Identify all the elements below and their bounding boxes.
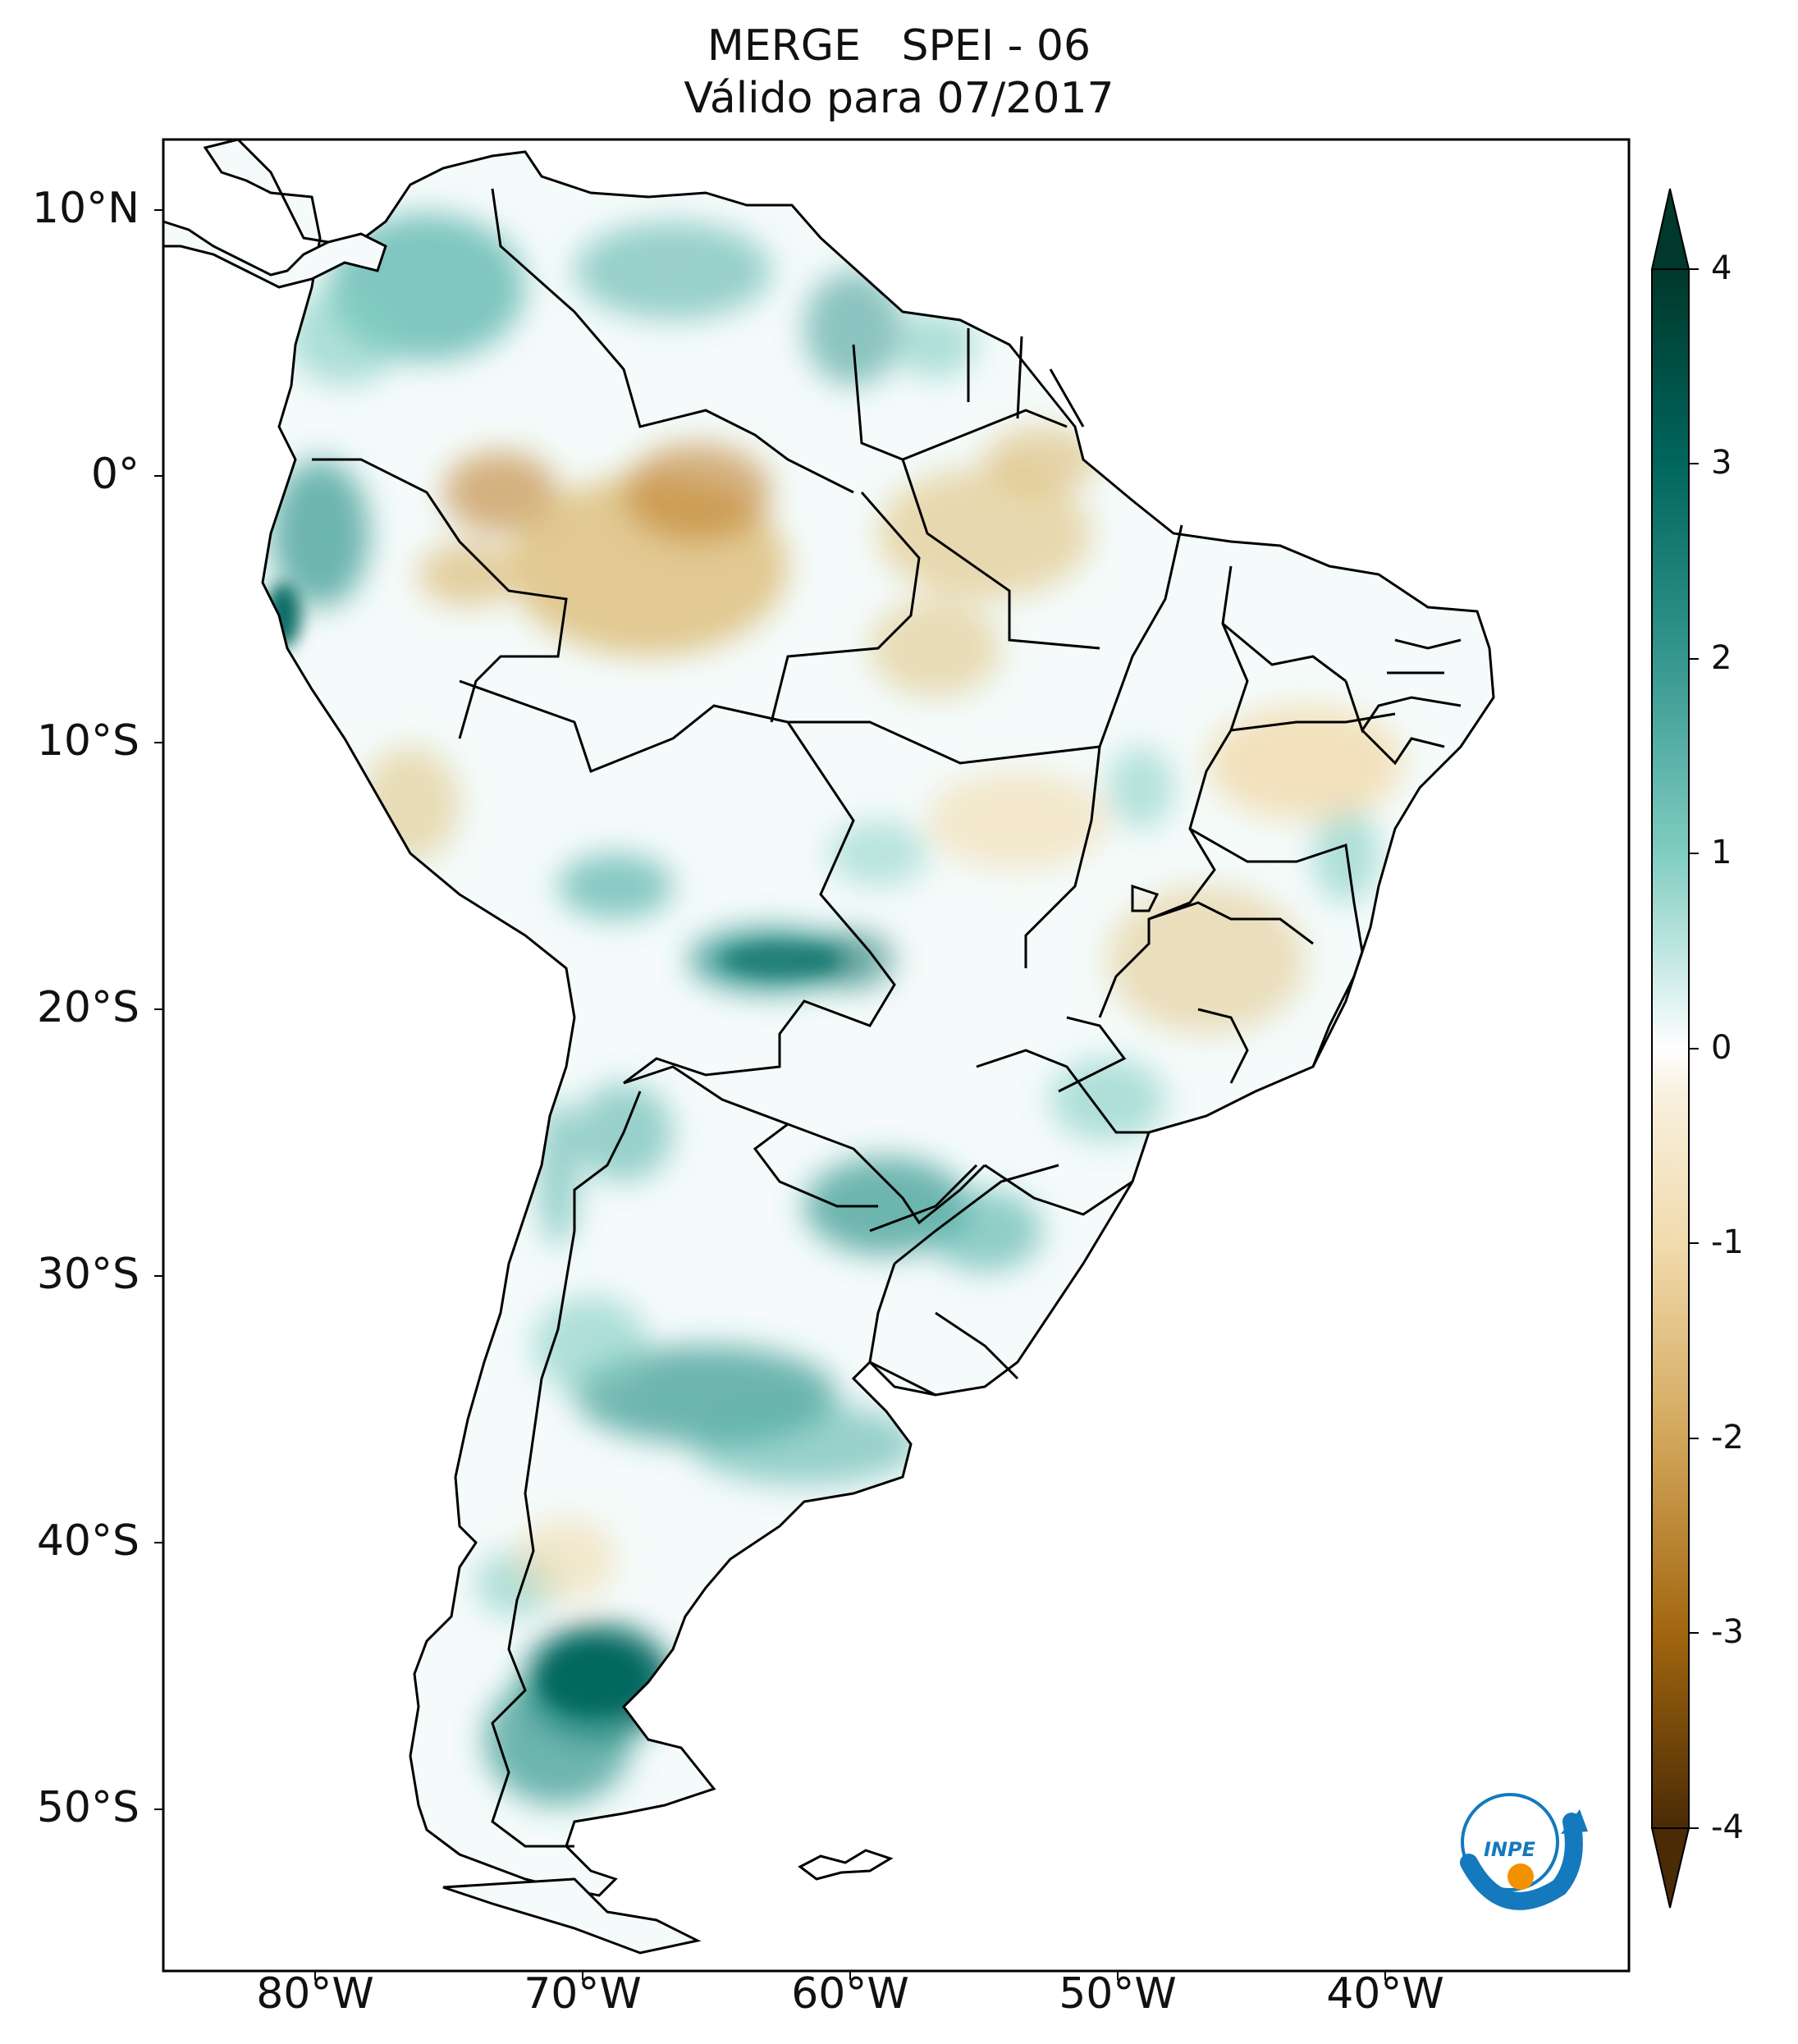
colorbar-tick-minus3: -3 xyxy=(1711,1613,1744,1651)
map-title: MERGE SPEI - 06 xyxy=(707,21,1091,71)
lat-label-50s: 50°S xyxy=(36,1783,140,1832)
lat-label-10s: 10°S xyxy=(36,716,140,766)
lon-label-80w: 80°W xyxy=(256,1969,374,2019)
inpe-logo-text: INPE xyxy=(1484,1838,1536,1861)
colorbar-lower-extend xyxy=(1650,1827,1690,1909)
central-america xyxy=(162,219,387,289)
country-borders xyxy=(312,188,1462,1848)
axis-ticks xyxy=(154,209,1386,1980)
lon-label-70w: 70°W xyxy=(524,1969,642,2019)
lat-label-0: 0° xyxy=(90,450,140,499)
lon-label-40w: 40°W xyxy=(1326,1969,1444,2019)
lon-label-50w: 50°W xyxy=(1059,1969,1177,2019)
colorbar-tick-0: 0 xyxy=(1711,1029,1732,1067)
colorbar-tick-2: 2 xyxy=(1711,639,1732,677)
inpe-logo-dot xyxy=(1507,1863,1534,1890)
lat-label-10n: 10°N xyxy=(31,184,140,233)
colorbar-tick-minus4: -4 xyxy=(1711,1809,1744,1846)
colorbar-tick-4: 4 xyxy=(1711,249,1732,287)
colorbar-tick-minus1: -1 xyxy=(1711,1223,1744,1261)
colorbar-tick-3: 3 xyxy=(1711,444,1732,482)
colorbar xyxy=(1650,188,1699,1909)
inpe-logo: INPE xyxy=(1460,1793,1588,1910)
tierra-del-fuego xyxy=(442,1877,702,1955)
lat-label-30s: 30°S xyxy=(36,1250,140,1299)
falkland-islands xyxy=(798,1849,894,1881)
colorbar-tick-minus2: -2 xyxy=(1711,1419,1744,1456)
lat-label-20s: 20°S xyxy=(36,983,140,1032)
lat-label-40s: 40°S xyxy=(36,1516,140,1566)
colorbar-upper-extend xyxy=(1650,188,1690,270)
lon-label-60w: 60°W xyxy=(791,1969,909,2019)
colorbar-tick-1: 1 xyxy=(1711,834,1732,871)
map-subtitle: Válido para 07/2017 xyxy=(684,74,1114,123)
